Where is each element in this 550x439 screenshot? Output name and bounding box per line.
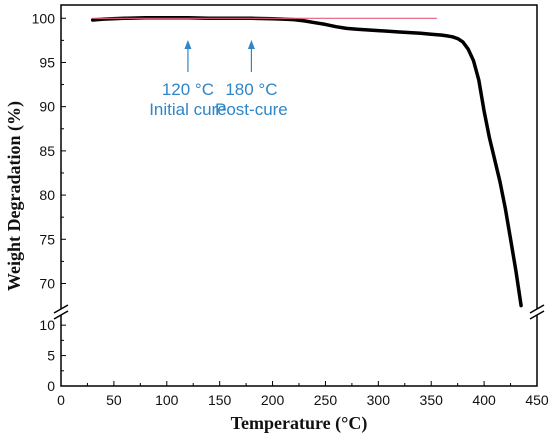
x-axis-title: Temperature (°C) [231, 413, 368, 434]
annotation-text: 120 °C [162, 80, 214, 99]
y-axis: 70 75 80 85 90 95 100 0 5 10 [32, 10, 66, 394]
annotation-text: Initial cure [149, 100, 226, 119]
x-tick-label: 100 [155, 392, 179, 408]
break-slash [53, 310, 69, 320]
x-tick-label: 0 [57, 392, 65, 408]
axis-break-marks [53, 304, 545, 320]
y-tick-label: 95 [39, 54, 55, 70]
break-gap [531, 309, 543, 315]
x-tick-label: 200 [261, 392, 285, 408]
x-tick-label: 400 [472, 392, 496, 408]
break-slash [53, 304, 69, 314]
tga-curve [90, 16, 523, 308]
series-group [90, 16, 523, 308]
y-tick-label: 10 [39, 317, 55, 333]
y-tick-label: 80 [39, 187, 55, 203]
x-tick-label: 350 [420, 392, 444, 408]
y-tick-label: 0 [47, 378, 55, 394]
annotation-text: 180 °C [225, 80, 277, 99]
break-slash [529, 310, 545, 320]
y-tick-label: 5 [47, 348, 55, 364]
x-tick-label: 300 [367, 392, 391, 408]
break-gap [55, 309, 67, 315]
y-tick-label: 75 [39, 231, 55, 247]
x-tick-label: 150 [208, 392, 232, 408]
annotation-arrow-head [247, 40, 255, 49]
y-tick-label: 90 [39, 99, 55, 115]
plot-frame [60, 4, 538, 387]
y-axis-title: Weight Degradation (%) [4, 101, 25, 291]
x-tick-label: 450 [525, 392, 549, 408]
annotation-text: Post-cure [215, 100, 288, 119]
annotation-arrow-head [184, 40, 192, 49]
x-tick-label: 250 [314, 392, 338, 408]
x-axis: 0 50 100 150 200 250 300 350 400 450 [57, 381, 549, 408]
break-slash [529, 304, 545, 314]
y-tick-label: 85 [39, 143, 55, 159]
y-tick-label: 70 [39, 275, 55, 291]
x-tick-label: 50 [106, 392, 122, 408]
y-tick-label: 100 [32, 10, 56, 26]
